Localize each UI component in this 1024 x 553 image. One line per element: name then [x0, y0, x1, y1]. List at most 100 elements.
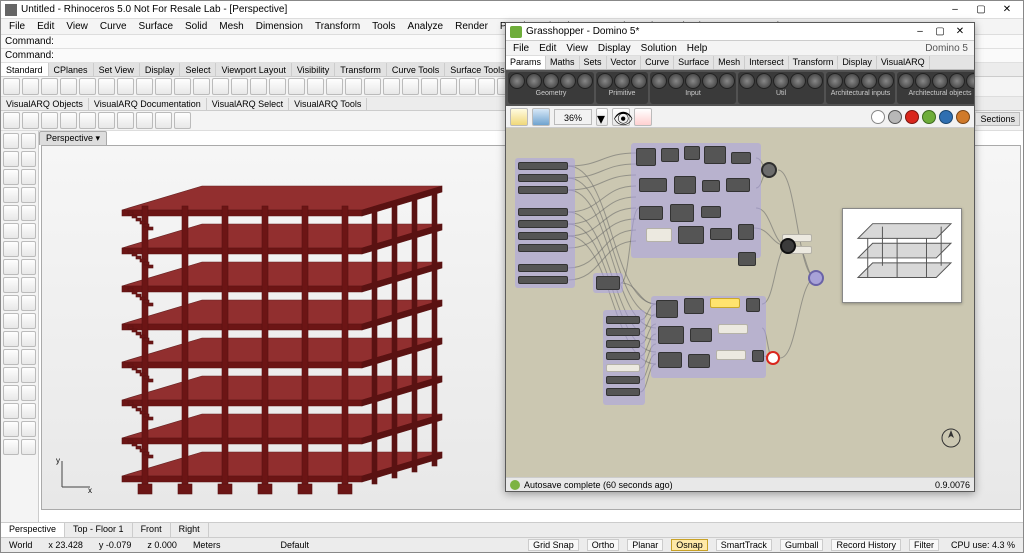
rhino-toolbox-button[interactable]	[3, 403, 19, 419]
rhino-toolbox-button[interactable]	[21, 169, 37, 185]
rhino-toolbox-button[interactable]	[3, 277, 19, 293]
rhino-tool-button[interactable]	[269, 78, 286, 95]
rhino-tool-button[interactable]	[364, 78, 381, 95]
rhino-tool-button[interactable]	[307, 78, 324, 95]
gh-zoom-dropdown[interactable]: ▾	[596, 108, 608, 126]
rhino-close-button[interactable]: ✕	[995, 3, 1019, 17]
gh-node[interactable]	[518, 220, 568, 228]
rhino-tool-button[interactable]	[117, 78, 134, 95]
gh-node[interactable]	[678, 226, 704, 244]
rhino-toolbox-button[interactable]	[21, 421, 37, 437]
rhino-visualarq-tab[interactable]: VisualARQ Documentation	[89, 98, 207, 110]
gh-node[interactable]	[518, 276, 568, 284]
rhino-toolbox-button[interactable]	[3, 133, 19, 149]
rhino-toolbar-tab[interactable]: Viewport Layout	[216, 63, 291, 76]
rhino-tool-button[interactable]	[288, 78, 305, 95]
rhino-toolbox-button[interactable]	[21, 151, 37, 167]
gh-tab[interactable]: Maths	[546, 56, 580, 69]
rhino-visualarq-button[interactable]	[41, 112, 58, 129]
rhino-toolbox-button[interactable]	[21, 187, 37, 203]
rhino-tool-button[interactable]	[231, 78, 248, 95]
gh-ribbon-icon[interactable]	[827, 73, 843, 89]
rhino-status-toggle[interactable]: Ortho	[587, 539, 620, 551]
rhino-toolbox-button[interactable]	[3, 331, 19, 347]
rhino-menu-curve[interactable]: Curve	[94, 20, 133, 33]
gh-ribbon-icon[interactable]	[773, 73, 789, 89]
gh-display-mode-button[interactable]	[871, 110, 885, 124]
rhino-toolbox-button[interactable]	[21, 349, 37, 365]
rhino-tool-button[interactable]	[383, 78, 400, 95]
rhino-visualarq-button[interactable]	[155, 112, 172, 129]
gh-display-mode-button[interactable]	[956, 110, 970, 124]
gh-output-port[interactable]	[766, 351, 780, 365]
rhino-tool-button[interactable]	[212, 78, 229, 95]
gh-ribbon-icon[interactable]	[509, 73, 525, 89]
rhino-menu-render[interactable]: Render	[449, 20, 494, 33]
rhino-toolbar-tab[interactable]: Standard	[1, 63, 49, 76]
gh-node[interactable]	[684, 298, 704, 314]
gh-ribbon-icon[interactable]	[915, 73, 931, 89]
gh-tab[interactable]: VisualARQ	[877, 56, 930, 69]
gh-node[interactable]	[658, 352, 682, 368]
rhino-tool-button[interactable]	[459, 78, 476, 95]
rhino-tool-button[interactable]	[98, 78, 115, 95]
gh-node[interactable]	[606, 340, 640, 348]
gh-node[interactable]	[606, 352, 640, 360]
gh-sketch-button[interactable]	[634, 108, 652, 126]
gh-node[interactable]	[606, 316, 640, 324]
gh-tab[interactable]: Display	[838, 56, 877, 69]
rhino-tool-button[interactable]	[174, 78, 191, 95]
gh-ribbon-icon[interactable]	[898, 73, 914, 89]
rhino-toolbox-button[interactable]	[3, 313, 19, 329]
rhino-visualarq-button[interactable]	[117, 112, 134, 129]
rhino-visualarq-button[interactable]	[79, 112, 96, 129]
gh-open-button[interactable]	[510, 108, 528, 126]
gh-ribbon-icon[interactable]	[597, 73, 613, 89]
gh-ribbon-icon[interactable]	[949, 73, 965, 89]
gh-node[interactable]	[639, 206, 663, 220]
rhino-toolbox-button[interactable]	[21, 241, 37, 257]
rhino-menu-transform[interactable]: Transform	[309, 20, 366, 33]
rhino-toolbox-button[interactable]	[21, 277, 37, 293]
gh-ribbon-icon[interactable]	[966, 73, 974, 89]
rhino-tool-button[interactable]	[60, 78, 77, 95]
gh-node[interactable]	[684, 146, 700, 160]
rhino-menu-mesh[interactable]: Mesh	[213, 20, 249, 33]
rhino-menu-view[interactable]: View	[60, 20, 94, 33]
rhino-toolbox-button[interactable]	[3, 187, 19, 203]
gh-menu-item[interactable]: Display	[593, 43, 636, 54]
rhino-toolbox-button[interactable]	[21, 403, 37, 419]
gh-node[interactable]	[661, 148, 679, 162]
rhino-maximize-button[interactable]: ▢	[969, 3, 993, 17]
gh-node[interactable]	[670, 204, 694, 222]
rhino-tool-button[interactable]	[250, 78, 267, 95]
rhino-toolbar-tab[interactable]: Curve Tools	[387, 63, 445, 76]
rhino-menu-dimension[interactable]: Dimension	[250, 20, 309, 33]
gh-preview-button[interactable]: 👁	[612, 108, 630, 126]
gh-node[interactable]	[596, 276, 620, 290]
gh-tab[interactable]: Params	[506, 56, 546, 69]
gh-node[interactable]	[606, 364, 640, 372]
rhino-toolbar-tab[interactable]: Display	[140, 63, 181, 76]
gh-minimize-button[interactable]: –	[910, 26, 930, 37]
rhino-visualarq-button[interactable]	[98, 112, 115, 129]
gh-node[interactable]	[606, 388, 640, 396]
gh-maximize-button[interactable]: ▢	[930, 26, 950, 37]
gh-ribbon-icon[interactable]	[614, 73, 630, 89]
rhino-toolbox-button[interactable]	[3, 367, 19, 383]
rhino-toolbox-button[interactable]	[3, 223, 19, 239]
gh-ribbon-icon[interactable]	[878, 73, 894, 89]
gh-ribbon-icon[interactable]	[807, 73, 823, 89]
rhino-visualarq-button[interactable]	[22, 112, 39, 129]
gh-ribbon-icon[interactable]	[844, 73, 860, 89]
gh-node[interactable]	[518, 162, 568, 170]
rhino-toolbox-button[interactable]	[21, 331, 37, 347]
rhino-toolbox-button[interactable]	[21, 133, 37, 149]
rhino-tool-button[interactable]	[136, 78, 153, 95]
rhino-status-toggle[interactable]: Osnap	[671, 539, 708, 551]
rhino-menu-tools[interactable]: Tools	[366, 20, 401, 33]
gh-node[interactable]	[646, 228, 672, 242]
gh-node[interactable]	[518, 244, 568, 252]
gh-ribbon-icon[interactable]	[651, 73, 667, 89]
gh-close-button[interactable]: ✕	[950, 26, 970, 37]
